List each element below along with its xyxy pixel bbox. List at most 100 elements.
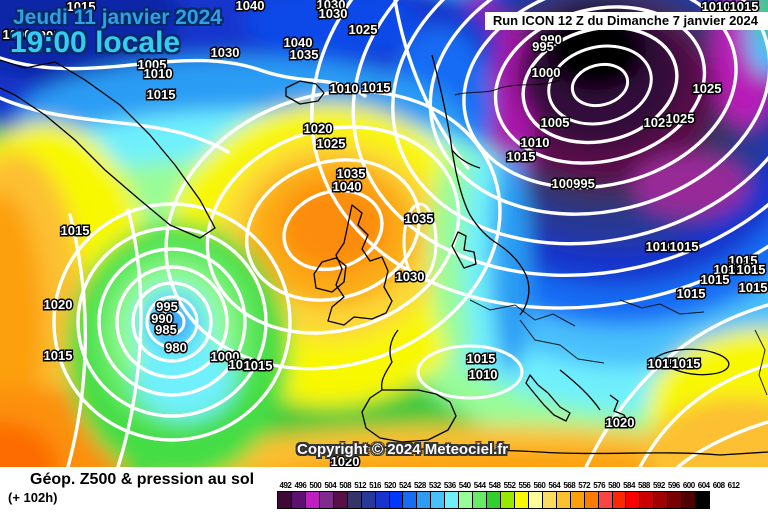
pressure-label: 1035 [290, 47, 319, 62]
pressure-label: 1015 [648, 356, 677, 371]
scale-tick-label: 592 [652, 481, 665, 490]
pressure-label: 1015 [729, 253, 758, 268]
scale-tick-label: 596 [667, 481, 680, 490]
scale-tick-label: 500 [309, 481, 322, 490]
pressure-label: 1035 [337, 166, 366, 181]
scale-swatch [555, 491, 571, 509]
scale-tick-label: 600 [682, 481, 695, 490]
pressure-label: 1015 [61, 223, 90, 238]
scale-tick-label: 544 [473, 481, 486, 490]
scale-tick-label: 604 [697, 481, 710, 490]
pressure-label: 1015 [672, 356, 701, 371]
scale-swatch [597, 491, 613, 509]
pressure-label: 1040 [236, 0, 265, 13]
scale-swatch [290, 491, 306, 509]
scale-swatch [583, 491, 599, 509]
scale-swatch [527, 491, 543, 509]
pressure-label: 1015 [737, 262, 766, 277]
pressure-label: 1025 [693, 81, 722, 96]
pressure-label: 1005 [138, 57, 167, 72]
scale-swatch [374, 491, 390, 509]
pressure-label: 1010 [521, 135, 550, 150]
scale-swatch [667, 491, 683, 509]
scale-swatch [541, 491, 557, 509]
scale-swatch [444, 491, 460, 509]
isobar-contours [0, 0, 768, 467]
pressure-label: 990 [540, 32, 562, 47]
color-scale-tick-labels: 492 496 500 504 508 512 516 520 524 528 532 536 540 5… [278, 481, 744, 490]
scale-tick-label: 584 [623, 481, 635, 490]
pressure-label: 1005 [32, 28, 61, 43]
scale-swatch [430, 491, 446, 509]
color-scale-swatches [277, 491, 744, 509]
pressure-label: 1015 [67, 0, 96, 14]
scale-swatch [695, 491, 711, 509]
pressure-label: 1010 [646, 239, 675, 254]
pressure-label: 995 [532, 39, 554, 54]
pressure-label: 1020 [331, 454, 360, 467]
scale-tick-label: 492 [279, 481, 292, 490]
pressure-label: 1015 [244, 358, 273, 373]
scale-tick-label: 572 [578, 481, 591, 490]
geopotential-pressure-map: 1015 1040 1030 1030 1025 1040 1035 1030 1010 1015… [0, 0, 768, 467]
pressure-label: 1015 [507, 149, 536, 164]
copyright-notice: Copyright © 2024 Meteociel.fr [297, 441, 509, 458]
color-scale: 492 496 500 504 508 512 516 520 524 528 532 536 540 5… [277, 481, 744, 509]
scale-swatch [277, 491, 292, 509]
pressure-label: 1015 [714, 262, 743, 277]
pressure-label: 1010 [702, 0, 731, 14]
scale-tick-label: 528 [413, 481, 426, 490]
pressure-label: 1025 [666, 111, 695, 126]
pressure-label: 1015 [701, 272, 730, 287]
scale-swatch [318, 491, 334, 509]
pressure-label: 980 [165, 340, 187, 355]
pressure-label: 1030 [317, 0, 346, 12]
scale-swatch [639, 491, 655, 509]
pressure-label: 1035 [405, 211, 434, 226]
scale-swatch [360, 491, 376, 509]
scale-swatch [625, 491, 641, 509]
scale-tick-label: 540 [458, 481, 471, 490]
scale-tick-label: 608 [712, 481, 725, 490]
scale-tick-label: 564 [548, 481, 561, 490]
pressure-label: 1000 [552, 176, 581, 191]
scale-tick-label: 536 [443, 481, 456, 490]
scale-swatch [402, 491, 418, 509]
scale-tick-label: 508 [339, 481, 352, 490]
pressure-label: 1015 [670, 239, 699, 254]
scale-tick-label: 568 [563, 481, 576, 490]
scale-swatch [653, 491, 669, 509]
scale-tick-label: 588 [638, 481, 650, 490]
scale-swatch [500, 491, 515, 509]
scale-swatch [304, 491, 320, 509]
pressure-label: 1010 [144, 66, 173, 81]
pressure-label: 1015 [147, 87, 176, 102]
pressure-label: 1040 [333, 179, 362, 194]
scale-tick-label: 560 [533, 481, 546, 490]
coastlines [0, 54, 768, 456]
scale-swatch [332, 491, 348, 509]
scale-tick-label: 532 [428, 481, 441, 490]
scale-swatch [388, 491, 404, 509]
scale-swatch [472, 491, 488, 509]
forecast-time: 19:00 locale [10, 26, 181, 59]
pressure-label: 1020 [44, 297, 73, 312]
scale-tick-label: 552 [503, 481, 516, 490]
scale-tick-label: 516 [369, 481, 382, 490]
legend-title: Géop. Z500 & pression au sol [30, 471, 255, 488]
scale-tick-label: 520 [384, 481, 396, 490]
pressure-label: 1020 [644, 115, 673, 130]
scale-tick-label: 580 [608, 481, 621, 490]
scale-tick-label: 548 [488, 481, 501, 490]
scale-tick-label: 512 [354, 481, 367, 490]
pressure-label: 1010 [330, 81, 359, 96]
scale-swatch [486, 491, 501, 509]
pressure-label: 1005 [541, 115, 570, 130]
scale-swatch [458, 491, 474, 509]
pressure-label: 1000 [3, 27, 32, 42]
legend-bar: Géop. Z500 & pression au sol (+ 102h) 49… [0, 467, 768, 512]
scale-tick-label: 504 [324, 481, 337, 490]
pressure-label: 1025 [317, 136, 346, 151]
